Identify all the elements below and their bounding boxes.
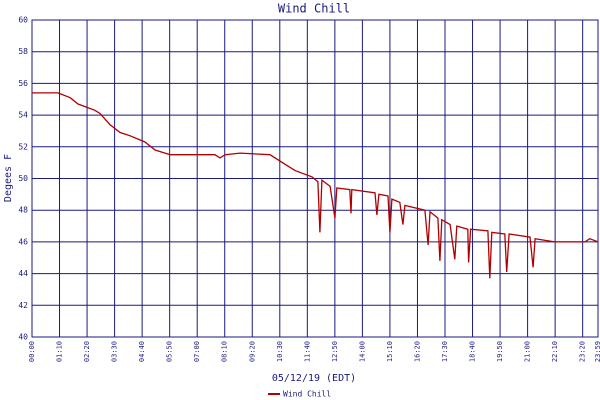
x-tick-label: 21:00 [524,341,532,362]
x-tick-label: 17:30 [441,341,449,362]
x-tick-label: 05:50 [166,341,174,362]
x-tick-label: 02:20 [83,341,91,362]
x-tick-label: 00:00 [28,341,36,362]
y-tick-label: 42 [18,301,28,310]
y-tick-label: 46 [18,237,28,246]
y-tick-label: 40 [18,333,28,342]
x-tick-label: 10:30 [276,341,284,362]
y-tick-label: 54 [18,111,28,120]
y-tick-label: 52 [18,142,28,151]
plot-frame [31,19,599,338]
y-axis-label: Degees F [3,154,14,202]
x-tick-label: 14:00 [358,341,366,362]
y-tick-label: 48 [18,206,28,215]
x-tick-label: 23:20 [579,341,587,362]
x-tick-label: 12:50 [331,341,339,362]
legend-label: Wind Chill [283,390,331,399]
y-tick-label: 56 [18,79,28,88]
x-tick-label: 15:10 [386,341,394,362]
y-tick-label: 44 [18,269,28,278]
x-tick-label: 19:50 [496,341,504,362]
x-axis-label: 05/12/19 (EDT) [272,373,356,384]
x-tick-label: 23:59 [594,341,600,362]
x-tick-label: 11:40 [303,341,311,362]
x-tick-label: 18:40 [469,341,477,362]
line [32,92,599,279]
x-tick-label: 01:10 [56,341,64,362]
y-tick-label: 60 [18,16,28,25]
x-tick-label: 16:20 [413,341,421,362]
x-tick-label: 22:10 [551,341,559,362]
y-tick-label: 58 [18,47,28,56]
y-tick-label: 50 [18,174,28,183]
x-tick-label: 07:00 [193,341,201,362]
x-tick-label: 03:30 [111,341,119,362]
x-tick-label: 04:40 [138,341,146,362]
x-tick-label: 08:10 [221,341,229,362]
chart-title: Wind Chill [278,2,350,16]
x-tick-label: 09:20 [248,341,256,362]
